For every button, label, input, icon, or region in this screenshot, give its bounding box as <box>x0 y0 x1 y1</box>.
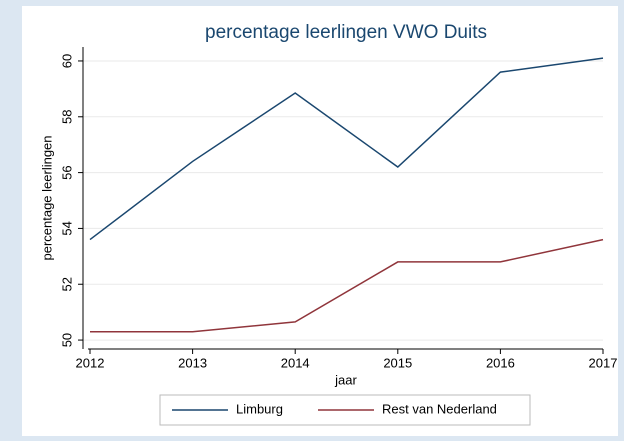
legend-label: Rest van Nederland <box>382 401 497 416</box>
y-tick-label: 58 <box>59 110 74 124</box>
x-tick-label: 2016 <box>486 355 515 370</box>
chart-title: percentage leerlingen VWO Duits <box>205 22 487 43</box>
line-series <box>90 238 604 333</box>
graph-region <box>22 6 618 436</box>
y-tick-label: 52 <box>59 277 74 291</box>
legend-label: Limburg <box>236 401 283 416</box>
y-tick-label: 60 <box>59 54 74 68</box>
y-tick-label: 50 <box>59 333 74 347</box>
legend-box <box>159 394 531 426</box>
line-series <box>89 57 604 241</box>
x-axis-label: jaar <box>334 372 357 387</box>
y-tick-label: 54 <box>59 221 74 235</box>
y-tick-label: 56 <box>59 165 74 179</box>
x-tick-label: 2015 <box>383 355 412 370</box>
y-axis-label: percentage leerlingen <box>39 135 54 260</box>
x-tick-label: 2013 <box>178 355 207 370</box>
x-tick-label: 2014 <box>281 355 310 370</box>
x-tick-label: 2017 <box>589 355 618 370</box>
x-tick-label: 2012 <box>76 355 105 370</box>
